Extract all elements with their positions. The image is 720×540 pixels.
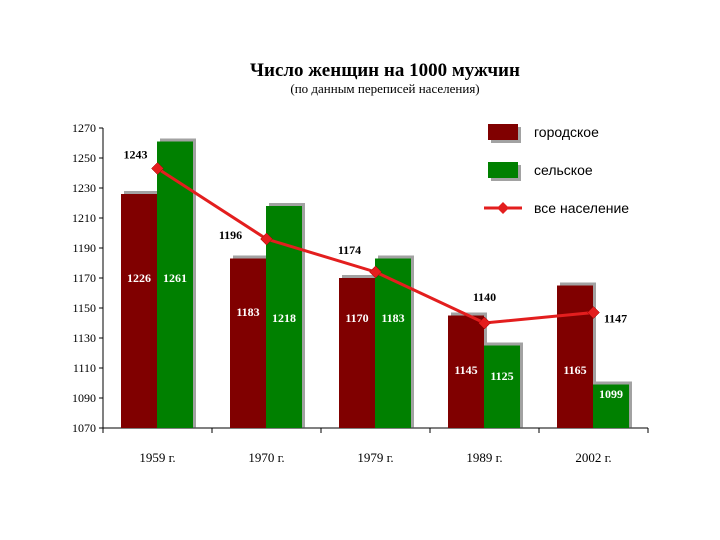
line-point xyxy=(151,162,164,175)
bar-urban xyxy=(448,315,484,428)
bar-value-label: 1226 xyxy=(127,271,151,285)
line-value-label: 1243 xyxy=(124,148,148,162)
bar-rural xyxy=(593,384,629,428)
chart-title: Число женщин на 1000 мужчин xyxy=(250,60,520,81)
line-value-label: 1147 xyxy=(604,312,627,326)
bar-value-label: 1165 xyxy=(563,363,586,377)
line-value-label: 1196 xyxy=(219,228,242,242)
bar-value-label: 1170 xyxy=(345,311,368,325)
y-tick-label: 1150 xyxy=(72,301,96,315)
line-point xyxy=(587,306,600,319)
y-tick-label: 1230 xyxy=(72,181,96,195)
legend-label: все население xyxy=(534,200,629,216)
legend-label: сельское xyxy=(534,162,593,178)
y-tick-label: 1250 xyxy=(72,151,96,165)
legend: городское сельское все население xyxy=(484,124,629,216)
y-tick-label: 1210 xyxy=(72,211,96,225)
y-tick-label: 1110 xyxy=(73,361,96,375)
x-tick-label: 1970 г. xyxy=(248,450,284,465)
line-value-label: 1140 xyxy=(473,290,496,304)
line-point xyxy=(369,265,382,279)
y-tick-label: 1170 xyxy=(72,271,96,285)
x-tick-label: 1959 г. xyxy=(139,450,175,465)
x-tick-label: 2002 г. xyxy=(575,450,611,465)
bar-urban xyxy=(121,194,157,428)
legend-swatch-urban xyxy=(488,124,518,140)
bar-value-label: 1183 xyxy=(236,305,259,319)
y-tick-label: 1270 xyxy=(72,121,96,135)
bar-urban xyxy=(557,285,593,428)
plot-area: 1070 1090 1110 1130 1150 1170 1190 1210 1230 1250… xyxy=(72,121,649,465)
bar-urban xyxy=(339,278,375,428)
legend-marker xyxy=(497,202,509,214)
bar-value-label: 1125 xyxy=(490,369,513,383)
bar-value-label: 1099 xyxy=(599,387,623,401)
bar-rural xyxy=(484,345,520,428)
y-tick-label: 1190 xyxy=(72,241,96,255)
bar-rural xyxy=(375,258,411,428)
line-point xyxy=(478,316,491,330)
line-value-label: 1174 xyxy=(338,243,361,257)
bar-value-label: 1218 xyxy=(272,311,296,325)
y-tick-label: 1070 xyxy=(72,421,96,435)
bar-value-label: 1183 xyxy=(381,311,404,325)
legend-label: городское xyxy=(534,124,599,140)
bar-value-label: 1261 xyxy=(163,271,187,285)
legend-swatch-rural xyxy=(488,162,518,178)
x-tick-label: 1989 г. xyxy=(466,450,502,465)
bar-value-label: 1145 xyxy=(454,363,477,377)
y-tick-label: 1090 xyxy=(72,391,96,405)
y-tick-label: 1130 xyxy=(72,331,96,345)
line-point xyxy=(260,232,273,246)
chart-subtitle: (по данным переписей населения) xyxy=(290,81,479,96)
bar-urban xyxy=(230,258,266,428)
x-tick-label: 1979 г. xyxy=(357,450,393,465)
